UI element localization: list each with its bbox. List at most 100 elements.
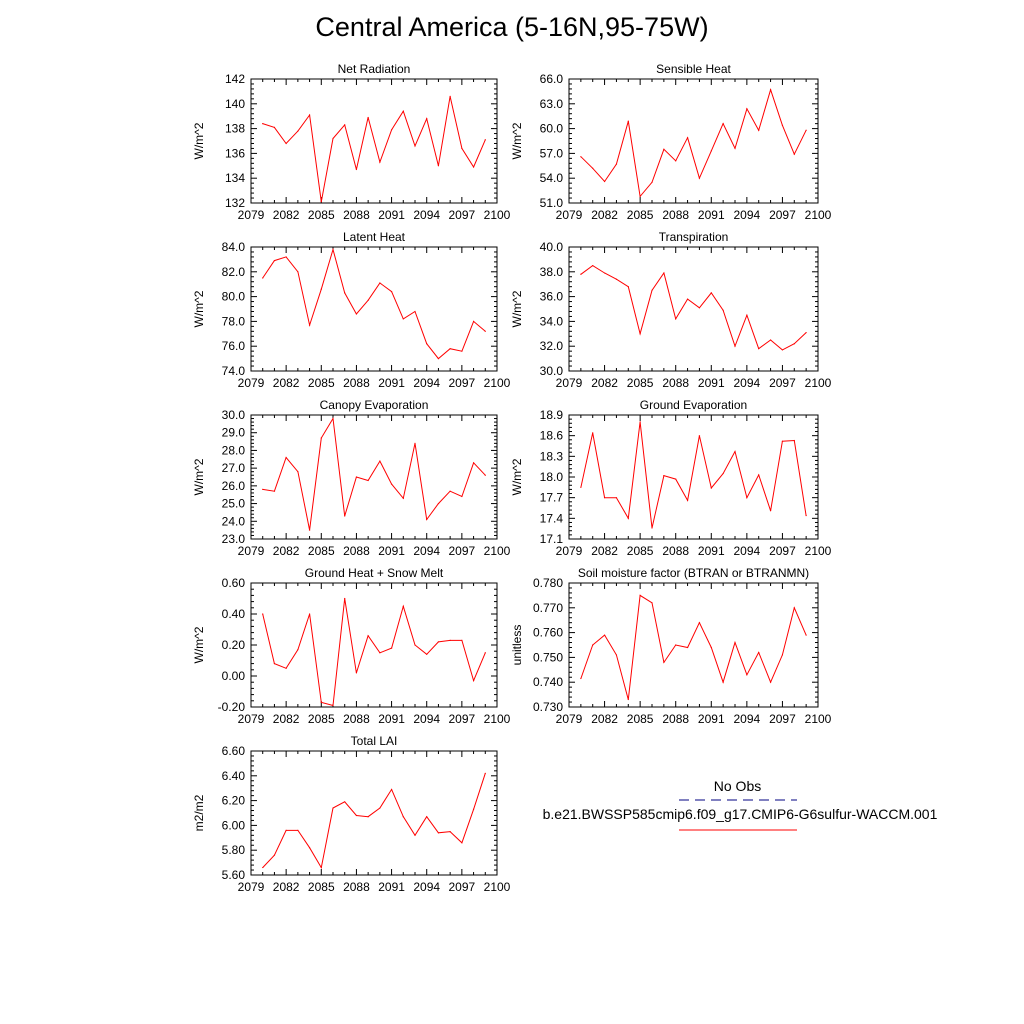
data-point <box>390 129 393 131</box>
y-tick-label: 134 <box>225 171 245 185</box>
data-point <box>426 518 428 521</box>
y-tick-label: 26.0 <box>222 479 246 493</box>
x-tick-label: 2100 <box>484 376 511 390</box>
y-tick-label: 38.0 <box>540 265 564 279</box>
x-tick-label: 2079 <box>238 712 265 726</box>
x-tick-label: 2097 <box>769 712 796 726</box>
y-tick-label: 34.0 <box>540 314 564 328</box>
panel-title: Canopy Evaporation <box>320 398 429 412</box>
y-tick-label: 0.780 <box>533 576 563 590</box>
x-tick-label: 2082 <box>273 880 300 894</box>
y-tick-label: -0.20 <box>218 700 246 714</box>
data-point <box>639 195 641 197</box>
x-tick-label: 2085 <box>308 712 335 726</box>
y-tick-label: 132 <box>225 196 245 210</box>
panel-title: Transpiration <box>659 230 729 244</box>
y-tick-label: 0.750 <box>533 650 563 664</box>
y-tick-label: 78.0 <box>222 314 246 328</box>
data-point <box>603 272 606 274</box>
y-tick-label: 63.0 <box>540 97 564 111</box>
x-tick-label: 2085 <box>308 376 335 390</box>
x-tick-label: 2079 <box>238 544 265 558</box>
data-point <box>332 248 334 251</box>
x-tick-label: 2097 <box>449 712 476 726</box>
chart-panel-7: Ground Heat + Snow Melt W/m^2 2079 2082 2085… <box>192 566 511 726</box>
series-line <box>580 421 807 529</box>
data-point <box>437 358 440 360</box>
data-point <box>379 652 381 654</box>
data-point <box>663 661 665 663</box>
x-tick-label: 2088 <box>343 712 370 726</box>
y-tick-label: 0.40 <box>222 607 246 621</box>
y-tick-label: 17.4 <box>540 511 564 525</box>
data-point <box>367 116 369 119</box>
data-point <box>805 331 807 334</box>
x-tick-label: 2097 <box>449 376 476 390</box>
x-tick-label: 2079 <box>556 376 583 390</box>
x-tick-label: 2091 <box>698 544 725 558</box>
data-point <box>426 816 428 818</box>
y-tick-label: 36.0 <box>540 290 564 304</box>
y-tick-label: 25.0 <box>222 497 246 511</box>
x-tick-label: 2088 <box>662 376 689 390</box>
y-tick-label: 6.00 <box>222 818 246 832</box>
data-point <box>603 180 606 183</box>
data-point <box>580 273 582 275</box>
x-tick-label: 2091 <box>378 544 405 558</box>
y-tick-label: 30.0 <box>222 408 246 422</box>
x-tick-label: 2094 <box>413 712 440 726</box>
data-point <box>615 278 618 280</box>
y-tick-label: 0.00 <box>222 669 246 683</box>
data-point <box>320 866 322 869</box>
data-point <box>414 442 416 444</box>
panel-title: Total LAI <box>351 734 398 748</box>
data-point <box>426 118 428 120</box>
data-point <box>449 95 451 97</box>
y-axis-label: W/m^2 <box>192 290 206 327</box>
x-tick-label: 2082 <box>591 376 618 390</box>
data-point <box>402 497 404 499</box>
y-tick-label: 6.20 <box>222 794 246 808</box>
data-point <box>615 654 618 656</box>
y-tick-label: 6.60 <box>222 744 246 758</box>
data-point <box>722 472 724 475</box>
data-point <box>758 651 760 654</box>
data-point <box>320 437 322 439</box>
data-point <box>355 168 358 171</box>
data-point <box>769 339 772 341</box>
data-point <box>472 166 475 168</box>
data-point <box>805 634 807 636</box>
x-tick-label: 2100 <box>805 208 832 222</box>
y-axis-label: m2/m2 <box>192 794 206 831</box>
data-point <box>758 474 760 476</box>
series-line <box>580 264 807 351</box>
data-point <box>355 313 358 315</box>
data-point <box>781 654 784 656</box>
data-point <box>484 139 486 141</box>
data-point <box>461 495 463 498</box>
data-point <box>437 832 440 834</box>
data-point <box>355 476 358 478</box>
data-point <box>379 282 381 284</box>
x-tick-label: 2079 <box>238 880 265 894</box>
chart-panel-1: Net Radiation W/m^2 2079 2082 2085 2088 2091 20… <box>192 62 511 222</box>
x-tick-label: 2082 <box>273 208 300 222</box>
y-axis-label: W/m^2 <box>510 458 524 495</box>
x-tick-label: 2088 <box>662 544 689 558</box>
data-point <box>698 622 701 624</box>
data-point <box>437 502 440 505</box>
data-point <box>402 318 404 320</box>
data-point <box>262 613 264 615</box>
chart-panel-2: Sensible Heat W/m^2 2079 2082 2085 2088 2091 20… <box>510 62 832 222</box>
data-point <box>426 343 428 345</box>
panel-title: Soil moisture factor (BTRAN or BTRANMN) <box>578 566 809 580</box>
data-point <box>627 698 629 701</box>
data-point <box>402 110 404 112</box>
data-point <box>308 114 311 116</box>
x-tick-label: 2100 <box>484 208 511 222</box>
x-tick-label: 2091 <box>378 712 405 726</box>
data-point <box>686 499 689 502</box>
data-point <box>414 310 416 313</box>
